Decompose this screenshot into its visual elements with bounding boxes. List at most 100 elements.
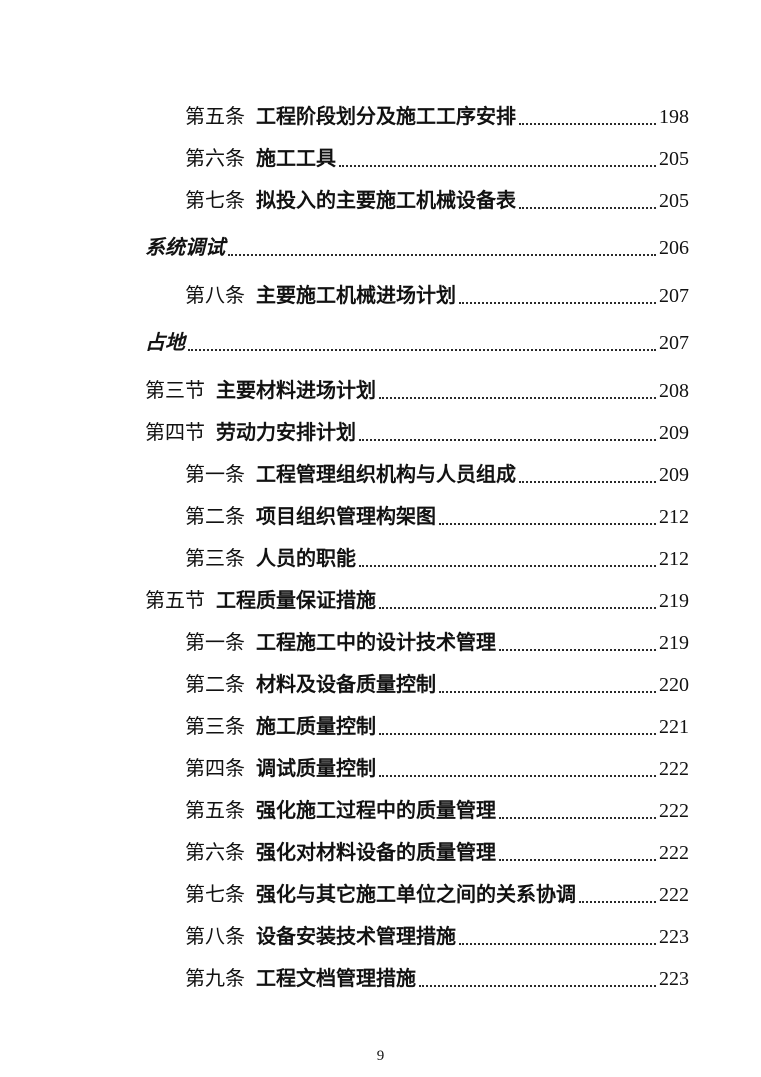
toc-entry-title: 劳动力安排计划 <box>216 422 356 444</box>
dot-leader <box>379 397 656 399</box>
toc-entry[interactable]: 第七条 强化与其它施工单位之间的关系协调 222 <box>0 866 689 908</box>
dot-leader <box>519 481 656 483</box>
toc-entry-label: 第五节 <box>145 590 205 612</box>
toc-entry[interactable]: 系统调试 206 <box>0 219 689 261</box>
toc-entry-title: 主要施工机械进场计划 <box>256 285 456 307</box>
dot-leader <box>228 254 656 256</box>
toc-page-number: 222 <box>659 842 689 864</box>
toc-entry-title: 强化施工过程中的质量管理 <box>256 800 496 822</box>
toc-entry[interactable]: 第一条 工程施工中的设计技术管理 219 <box>0 614 689 656</box>
toc-entry-title: 项目组织管理构架图 <box>256 506 436 528</box>
toc-entry-label: 第九条 <box>185 968 245 990</box>
toc-entry-label: 第七条 <box>185 190 245 212</box>
toc-entry[interactable]: 第四节 劳动力安排计划 209 <box>0 404 689 446</box>
toc-page-number: 207 <box>659 332 689 354</box>
toc-page-number: 221 <box>659 716 689 738</box>
toc-entry-label: 第五条 <box>185 106 245 128</box>
toc-entry[interactable]: 第三节 主要材料进场计划 208 <box>0 362 689 404</box>
dot-leader <box>379 775 656 777</box>
toc-entry[interactable]: 第二条 项目组织管理构架图 212 <box>0 488 689 530</box>
toc-entry[interactable]: 第五条 强化施工过程中的质量管理 222 <box>0 782 689 824</box>
toc-entry[interactable]: 第八条 主要施工机械进场计划 207 <box>0 267 689 309</box>
toc-page-number: 207 <box>659 285 689 307</box>
toc-entry-title: 强化对材料设备的质量管理 <box>256 842 496 864</box>
toc-page-number: 212 <box>659 548 689 570</box>
toc-page-number: 222 <box>659 758 689 780</box>
toc-entry[interactable]: 第五节 工程质量保证措施 219 <box>0 572 689 614</box>
toc-page-number: 222 <box>659 884 689 906</box>
toc-entry-title: 工程施工中的设计技术管理 <box>256 632 496 654</box>
toc-entry[interactable]: 第九条 工程文档管理措施 223 <box>0 950 689 992</box>
toc-entry[interactable]: 第六条 强化对材料设备的质量管理 222 <box>0 824 689 866</box>
toc-page-number: 198 <box>659 106 689 128</box>
dot-leader <box>419 985 656 987</box>
toc-entry-title: 系统调试 <box>145 237 225 259</box>
toc-page-number: 220 <box>659 674 689 696</box>
dot-leader <box>379 607 656 609</box>
toc-entry-title: 材料及设备质量控制 <box>256 674 436 696</box>
toc-entry-title: 拟投入的主要施工机械设备表 <box>256 190 516 212</box>
toc-entry-label: 第二条 <box>185 506 245 528</box>
toc-entry-title: 施工质量控制 <box>256 716 376 738</box>
toc-entry-title: 人员的职能 <box>256 548 356 570</box>
toc-entry-label: 第六条 <box>185 148 245 170</box>
toc-entry-label: 第六条 <box>185 842 245 864</box>
dot-leader <box>499 649 656 651</box>
toc-entry-title: 强化与其它施工单位之间的关系协调 <box>256 884 576 906</box>
toc-entry-label: 第三条 <box>185 716 245 738</box>
toc-page-number: 223 <box>659 968 689 990</box>
toc-entry[interactable]: 第一条 工程管理组织机构与人员组成 209 <box>0 446 689 488</box>
page-number: 9 <box>376 1048 385 1064</box>
toc-page-number: 223 <box>659 926 689 948</box>
toc-entry[interactable]: 占地 207 <box>0 314 689 356</box>
toc-entry-label: 第八条 <box>185 926 245 948</box>
toc-entry-label: 第二条 <box>185 674 245 696</box>
toc-entry-title: 施工工具 <box>256 148 336 170</box>
toc-entry[interactable]: 第三条 施工质量控制 221 <box>0 698 689 740</box>
dot-leader <box>519 207 656 209</box>
page-footer: 9 <box>0 1048 761 1065</box>
dot-leader <box>459 943 656 945</box>
toc-page-number: 208 <box>659 380 689 402</box>
dot-leader <box>519 123 656 125</box>
toc-page-number: 205 <box>659 190 689 212</box>
toc-entry-label: 第一条 <box>185 464 245 486</box>
dot-leader <box>499 859 656 861</box>
toc-entry-label: 第四条 <box>185 758 245 780</box>
toc-entry-title: 工程质量保证措施 <box>216 590 376 612</box>
toc-page-number: 222 <box>659 800 689 822</box>
dot-leader <box>188 349 656 351</box>
toc-entry-label: 第四节 <box>145 422 205 444</box>
toc-entry[interactable]: 第四条 调试质量控制 222 <box>0 740 689 782</box>
toc-entry[interactable]: 第六条 施工工具 205 <box>0 130 689 172</box>
dot-leader <box>359 439 656 441</box>
toc-entry-label: 第三节 <box>145 380 205 402</box>
dot-leader <box>379 733 656 735</box>
toc-entry-title: 设备安装技术管理措施 <box>256 926 456 948</box>
toc-page-number: 209 <box>659 422 689 444</box>
toc-entry-label: 第八条 <box>185 285 245 307</box>
dot-leader <box>339 165 656 167</box>
dot-leader <box>579 901 656 903</box>
dot-leader <box>439 691 656 693</box>
toc-entry-title: 工程文档管理措施 <box>256 968 416 990</box>
toc-entry-title: 工程管理组织机构与人员组成 <box>256 464 516 486</box>
toc-entry[interactable]: 第七条 拟投入的主要施工机械设备表 205 <box>0 172 689 214</box>
toc-entry-label: 第七条 <box>185 884 245 906</box>
toc-entry[interactable]: 第八条 设备安装技术管理措施 223 <box>0 908 689 950</box>
toc-entry-label: 第五条 <box>185 800 245 822</box>
toc-page-number: 219 <box>659 590 689 612</box>
toc-page-number: 205 <box>659 148 689 170</box>
toc-entry-title: 占地 <box>145 332 185 354</box>
toc-entry[interactable]: 第五条 工程阶段划分及施工工序安排 198 <box>0 88 689 130</box>
toc-entry-label: 第一条 <box>185 632 245 654</box>
toc-page-number: 206 <box>659 237 689 259</box>
dot-leader <box>439 523 656 525</box>
toc-page-number: 209 <box>659 464 689 486</box>
toc-entry-title: 工程阶段划分及施工工序安排 <box>256 106 516 128</box>
toc-page-number: 212 <box>659 506 689 528</box>
dot-leader <box>459 302 656 304</box>
toc-entry[interactable]: 第二条 材料及设备质量控制 220 <box>0 656 689 698</box>
toc-entry[interactable]: 第三条 人员的职能 212 <box>0 530 689 572</box>
